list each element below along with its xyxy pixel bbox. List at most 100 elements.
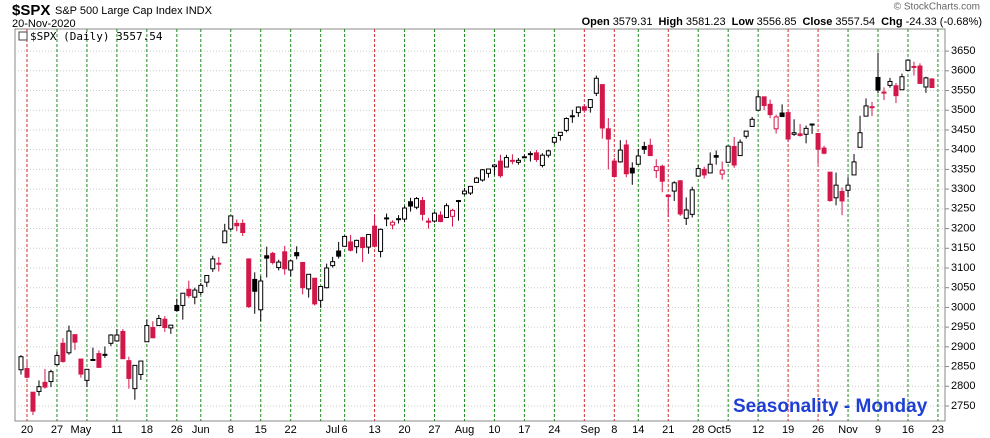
y-tick-label: 3600 [951,65,975,77]
candle-body [216,262,222,265]
candle-body [671,182,677,192]
candle-body [497,160,503,177]
candle-body [773,116,779,130]
candle-body [503,157,509,168]
y-tick-label: 3450 [951,124,975,136]
legend: $SPX (Daily) 3557.54 [30,30,163,43]
candle-body [743,130,749,137]
candle-body [300,261,306,289]
candle-body [54,355,60,366]
y-tick-label: 2800 [951,380,975,392]
candle-body [438,214,444,222]
y-tick-label: 2900 [951,341,975,353]
candle-body [827,171,833,202]
x-tick-label: 23 [932,424,944,436]
candle-body [78,358,84,375]
x-tick-label: 22 [285,424,297,436]
candle-body [563,118,569,131]
quote-value: 3557.54 [835,16,875,28]
candle-body [144,325,150,343]
candle-body [36,386,42,392]
candle-body [821,147,827,154]
y-tick-label: 3500 [951,104,975,116]
candle-body [108,334,114,344]
candle-body [491,164,497,168]
candle-body [246,258,252,308]
candle-body [719,169,725,175]
candle-body [234,222,240,227]
candle-body [863,105,869,117]
x-tick-label: 27 [51,424,63,436]
candle-body [809,123,815,126]
y-tick-label: 3100 [951,262,975,274]
candle-body [102,353,108,356]
y-tick-label: 3300 [951,183,975,195]
candle-body [701,168,707,176]
candle-body [551,136,557,143]
candle-body [180,292,186,306]
candle-body [791,132,797,135]
quote-label: Chg [881,16,902,28]
candle-body [408,201,414,207]
quote-label: Close [802,16,832,28]
candle-body [84,368,90,381]
candle-body [467,185,473,194]
candle-body [324,267,330,289]
candle-body [372,225,378,247]
candle-body [815,133,821,150]
candle-body [761,96,767,107]
candle-body [426,220,432,223]
candle-body [893,85,899,97]
quote-value: -24.33 (-0.68%) [906,16,982,28]
candle-body [156,317,162,327]
x-tick-label: Oct [708,424,725,436]
candle-body [707,163,713,174]
candle-body [509,159,515,162]
candle-body [731,146,737,166]
candle-body [647,144,653,157]
candle-body [312,277,318,305]
candle-body [192,289,198,298]
candle-body [533,152,539,161]
candle-body [539,154,545,166]
quote-label: High [658,16,683,28]
candle-body [132,364,138,390]
candle-body [857,132,863,148]
x-tick-label: 24 [548,424,560,436]
candle-body [48,371,54,383]
candle-body [515,159,521,163]
candle-body [162,318,168,329]
candle-body [611,160,617,177]
y-tick-label: 2750 [951,400,975,412]
candle-body [899,76,905,91]
x-tick-label: Jul [326,424,340,436]
candle-body [653,166,659,172]
candle-body [635,155,641,165]
y-tick-label: 3350 [951,163,975,175]
candle-body [575,106,581,114]
y-tick-label: 3050 [951,282,975,294]
y-tick-label: 3150 [951,242,975,254]
candle-body [929,78,935,89]
candle-body [767,103,773,116]
quote-value: 3556.85 [757,16,797,28]
candle-body [396,218,402,221]
x-tick-label: 6 [342,424,348,436]
candle-body [641,146,647,150]
candle-body [114,334,120,342]
candle-body [869,106,875,109]
candle-body [354,239,360,248]
x-tick-label: 26 [171,424,183,436]
x-tick-label: 11 [111,424,122,436]
candle-body [449,209,455,217]
candle-body [521,156,527,159]
candle-body [138,360,144,375]
candle-body [360,237,366,248]
candle-body [473,177,479,183]
candle-body [444,205,450,219]
x-tick-label: 5 [725,424,731,436]
candle-body [911,65,917,68]
annotation: Seasonality - Monday [733,396,928,417]
y-tick-label: 3550 [951,84,975,96]
